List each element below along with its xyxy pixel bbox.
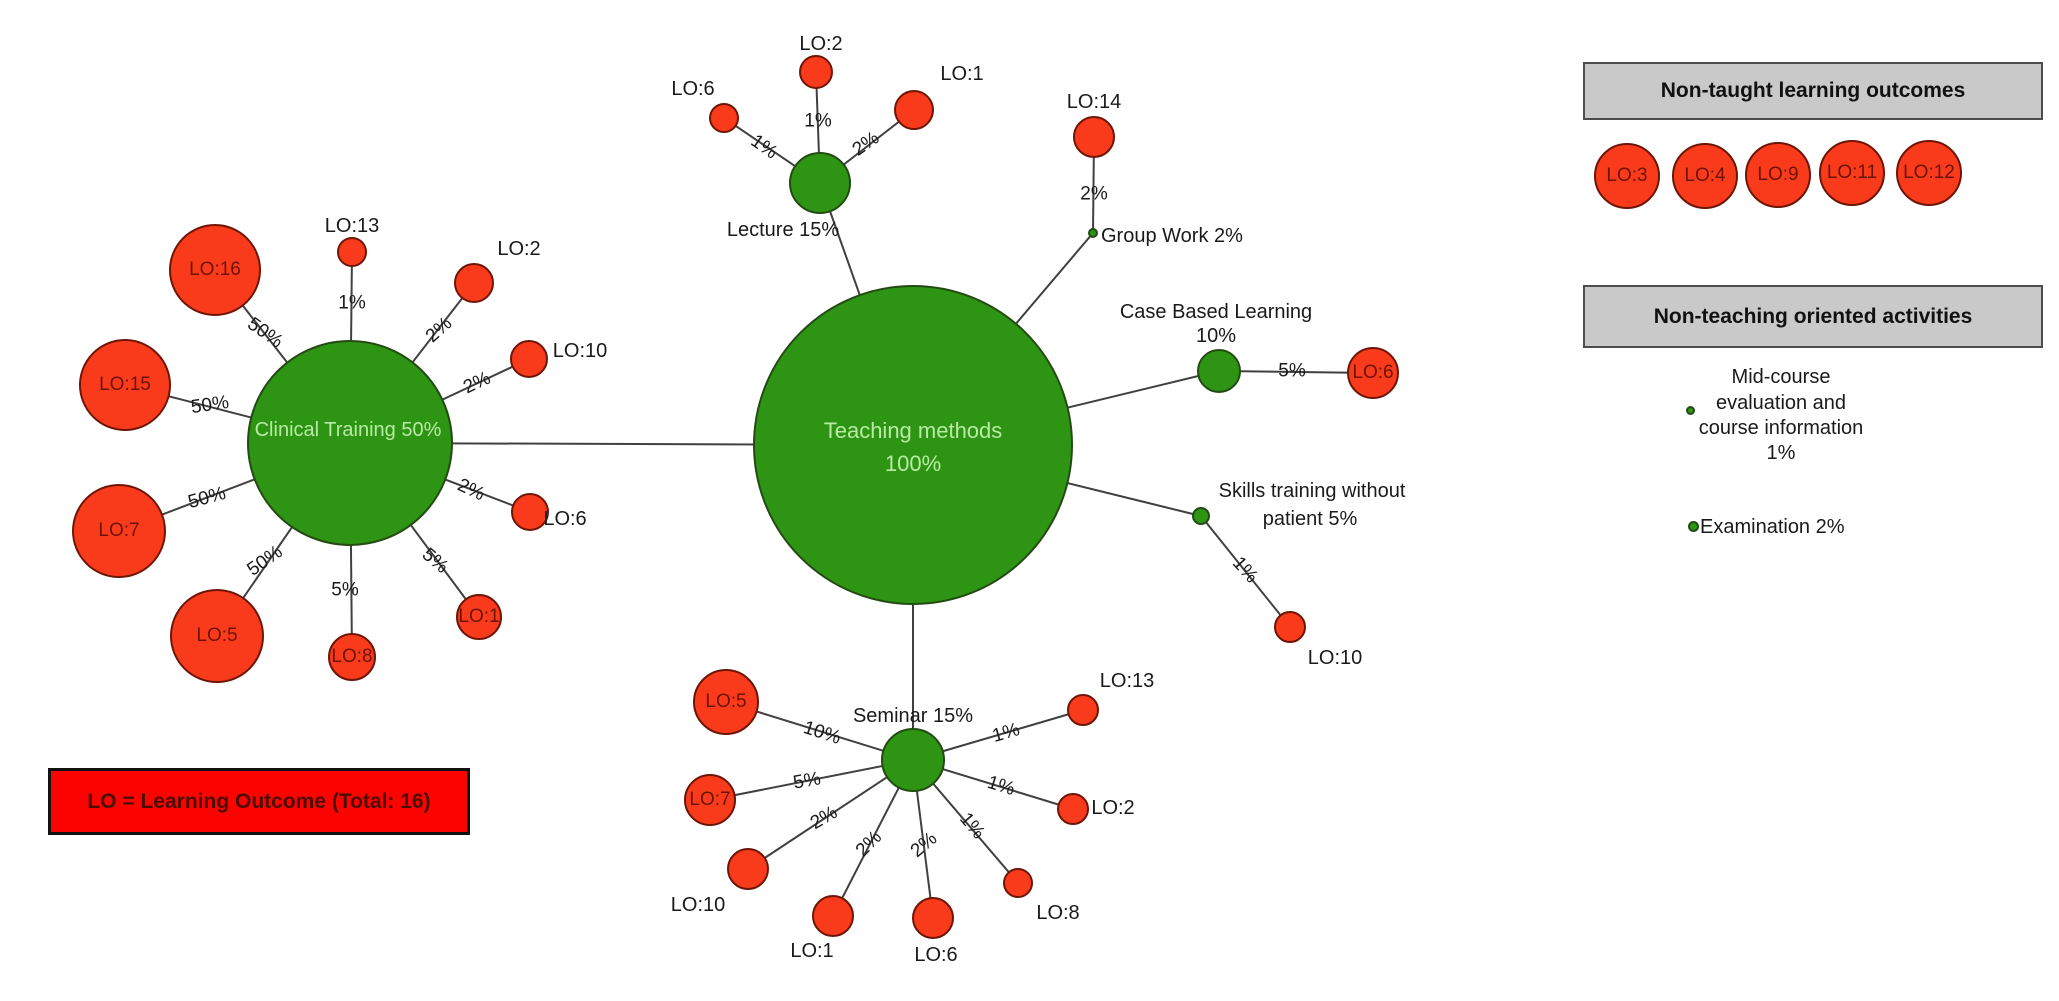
non-teaching-header: Non-teaching oriented activities xyxy=(1583,285,2043,348)
midcourse-line4: 1% xyxy=(1766,442,1796,464)
node-clinical-lo13 xyxy=(337,237,367,267)
node-clinical-lo5: LO:5 xyxy=(170,589,264,683)
edge-seminar-lo10 xyxy=(747,759,914,870)
node-lecture-lo1 xyxy=(894,90,934,130)
node-clinical-lo6 xyxy=(511,493,549,531)
label-groupwork-lo14: LO:14 xyxy=(1066,91,1122,113)
label-seminar-lo1: LO:1 xyxy=(790,940,834,962)
pct-groupwork-lo14: 2% xyxy=(1080,183,1108,205)
node-nontaught-lo3: LO:3 xyxy=(1594,143,1660,209)
clinical-label: Clinical Training 50% xyxy=(254,419,442,441)
pct-casebased-lo6: 5% xyxy=(1278,360,1306,382)
label-clinical-lo10: LO:10 xyxy=(552,340,608,362)
label-clinical-lo6: LO:6 xyxy=(543,508,587,530)
midcourse-line3: course information xyxy=(1698,417,1864,439)
label-clinical-lo13: LO:13 xyxy=(324,215,380,237)
case-based-label-line2: 10% xyxy=(1195,325,1237,347)
label-seminar-lo2: LO:2 xyxy=(1091,797,1135,819)
midcourse-line1: Mid-course xyxy=(1731,366,1831,388)
pct-clinical-lo15: 50% xyxy=(189,391,231,419)
node-seminar-lo5: LO:5 xyxy=(693,669,759,735)
skills-label-line1: Skills training without xyxy=(1218,480,1406,502)
node-clinical-training xyxy=(247,340,453,546)
label-seminar-lo10: LO:10 xyxy=(670,894,726,916)
lecture-label: Lecture 15% xyxy=(726,219,840,241)
label-seminar-lo13: LO:13 xyxy=(1099,670,1155,692)
node-nontaught-lo9: LO:9 xyxy=(1745,142,1811,208)
label-lecture-lo2: LO:2 xyxy=(799,33,843,55)
edge-skills-lo10 xyxy=(1200,515,1291,628)
legend-box: LO = Learning Outcome (Total: 16) xyxy=(48,768,470,835)
node-seminar-lo6 xyxy=(912,897,954,939)
pct-clinical-lo8: 5% xyxy=(331,579,359,601)
skills-label-line2: patient 5% xyxy=(1262,508,1358,530)
seminar-label: Seminar 15% xyxy=(852,705,974,727)
non-taught-header: Non-taught learning outcomes xyxy=(1583,62,2043,120)
examination-dot xyxy=(1688,521,1699,532)
node-groupwork-lo14 xyxy=(1073,116,1115,158)
node-lecture-lo2 xyxy=(799,55,833,89)
node-lecture-lo6 xyxy=(709,103,739,133)
node-seminar-lo2 xyxy=(1057,793,1089,825)
label-skills-lo10: LO:10 xyxy=(1307,647,1363,669)
label-seminar-lo8: LO:8 xyxy=(1036,902,1080,924)
node-seminar-lo10 xyxy=(727,848,769,890)
label-clinical-lo2: LO:2 xyxy=(497,238,541,260)
node-clinical-lo7: LO:7 xyxy=(72,484,166,578)
node-clinical-lo10 xyxy=(510,340,548,378)
node-lecture xyxy=(789,152,851,214)
node-skills-lo10 xyxy=(1274,611,1306,643)
node-skills-training xyxy=(1192,507,1210,525)
node-teaching-methods xyxy=(753,285,1073,605)
node-clinical-lo2 xyxy=(454,263,494,303)
node-casebased-lo6: LO:6 xyxy=(1347,347,1399,399)
pct-clinical-lo13: 1% xyxy=(338,292,366,314)
node-seminar-lo8 xyxy=(1003,868,1033,898)
node-nontaught-lo11: LO:11 xyxy=(1819,140,1885,206)
node-seminar-lo1 xyxy=(812,895,854,937)
node-clinical-lo16: LO:16 xyxy=(169,224,261,316)
label-lecture-lo1: LO:1 xyxy=(940,63,984,85)
edge-seminar-lo7 xyxy=(709,759,914,801)
teaching-label-line2: 100% xyxy=(884,451,942,476)
node-seminar-lo13 xyxy=(1067,694,1099,726)
node-nontaught-lo4: LO:4 xyxy=(1672,143,1738,209)
pct-seminar-lo7: 5% xyxy=(791,768,823,794)
label-seminar-lo6: LO:6 xyxy=(914,944,958,966)
label-lecture-lo6: LO:6 xyxy=(671,78,715,100)
node-seminar xyxy=(881,728,945,792)
node-case-based-learning xyxy=(1197,349,1241,393)
group-work-label: Group Work 2% xyxy=(1101,225,1243,247)
node-clinical-lo1: LO:1 xyxy=(456,594,502,640)
pct-lecture-lo2: 1% xyxy=(804,110,832,132)
teaching-label-line1: Teaching methods xyxy=(823,418,1003,443)
examination-label: Examination 2% xyxy=(1700,516,1845,538)
midcourse-dot xyxy=(1686,406,1695,415)
node-clinical-lo8: LO:8 xyxy=(328,633,376,681)
case-based-label-line1: Case Based Learning xyxy=(1119,301,1313,323)
node-clinical-lo15: LO:15 xyxy=(79,339,171,431)
midcourse-line2: evaluation and xyxy=(1715,392,1847,414)
node-seminar-lo7: LO:7 xyxy=(684,774,736,826)
node-group-work xyxy=(1088,228,1098,238)
node-nontaught-lo12: LO:12 xyxy=(1896,140,1962,206)
